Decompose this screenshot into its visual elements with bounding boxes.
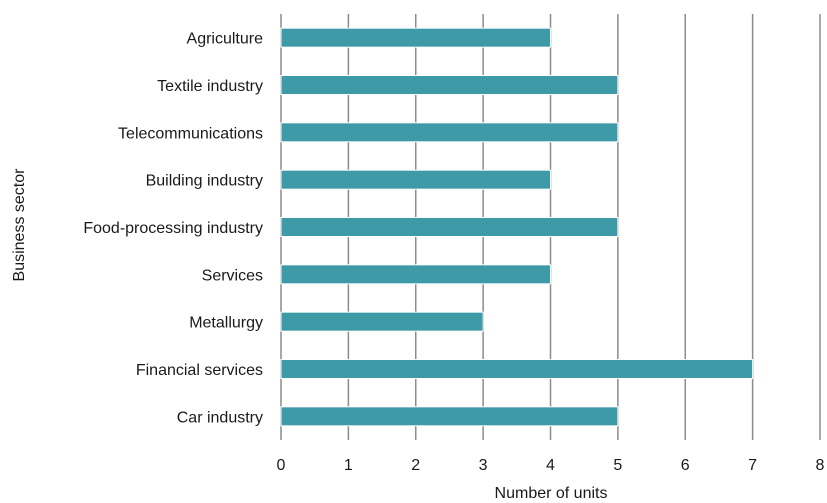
- x-tick-label: 3: [479, 457, 488, 474]
- x-tick-label: 1: [344, 457, 353, 474]
- category-label: Telecommunications: [118, 125, 263, 142]
- category-label: Car industry: [177, 409, 263, 426]
- category-labels: Agriculture Textile industry Telecommunica…: [83, 31, 263, 427]
- bar: [280, 122, 619, 143]
- bar: [280, 311, 484, 332]
- category-label: Services: [202, 267, 263, 284]
- y-axis-title: Business sector: [11, 168, 28, 282]
- x-tick-label: 8: [816, 457, 825, 474]
- x-tick-label: 4: [546, 457, 555, 474]
- bar: [280, 217, 619, 237]
- category-label: Textile industry: [157, 78, 263, 95]
- x-axis-title: Number of units: [495, 485, 608, 502]
- bars: [280, 27, 754, 427]
- x-tick-label: 7: [748, 457, 757, 474]
- bar: [280, 359, 754, 379]
- bar: [280, 75, 619, 95]
- x-tick-label: 6: [681, 457, 690, 474]
- bar: [280, 169, 551, 190]
- category-label: Metallurgy: [189, 315, 263, 332]
- category-label: Food-processing industry: [83, 220, 263, 237]
- category-label: Financial services: [136, 362, 263, 379]
- x-tick-label: 0: [277, 457, 286, 474]
- bar: [280, 264, 551, 285]
- x-tick-labels: 0 1 2 3 4 5 6 7 8: [277, 457, 825, 474]
- bar: [280, 27, 551, 48]
- x-tick-label: 5: [613, 457, 622, 474]
- category-label: Agriculture: [187, 31, 264, 48]
- category-label: Building industry: [146, 173, 263, 190]
- bar: [280, 406, 619, 427]
- x-tick-label: 2: [411, 457, 420, 474]
